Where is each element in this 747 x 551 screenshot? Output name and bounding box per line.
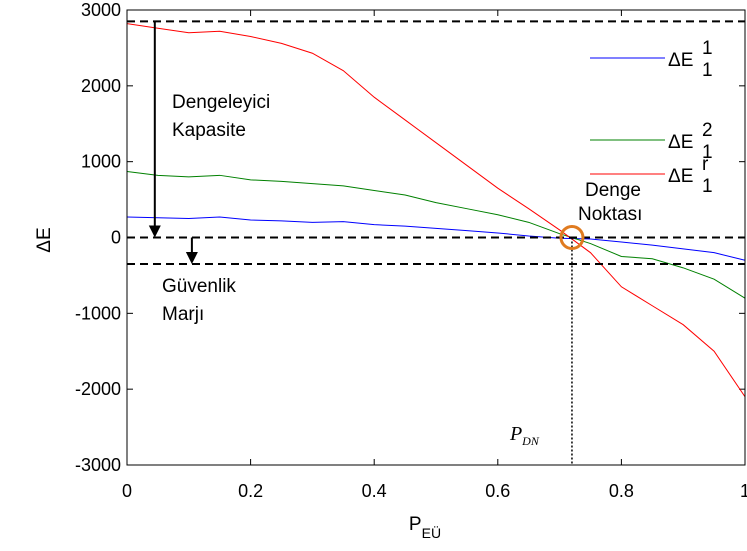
annotation: Marjı bbox=[162, 304, 204, 325]
legend-entry: ΔE bbox=[668, 50, 693, 71]
annotation: Güvenlik bbox=[162, 276, 236, 297]
legend-sup: 1 bbox=[702, 38, 713, 59]
legend-entry: ΔE bbox=[668, 166, 693, 187]
y-tick-label: 2000 bbox=[81, 76, 121, 96]
y-axis-label: ΔE bbox=[34, 227, 55, 252]
arrow-head bbox=[148, 225, 161, 238]
x-tick-label: 0.8 bbox=[609, 481, 634, 501]
legend-sub: 1 bbox=[702, 142, 713, 163]
x-tick-label: 0.6 bbox=[485, 481, 510, 501]
x-tick-label: 0.4 bbox=[362, 481, 387, 501]
y-tick-label: -1000 bbox=[75, 303, 121, 323]
legend-sub: 1 bbox=[702, 60, 713, 81]
arrow-head bbox=[185, 252, 198, 265]
x-tick-label: 1 bbox=[740, 481, 747, 501]
x-tick-label: 0.2 bbox=[238, 481, 263, 501]
series-line bbox=[126, 216, 746, 261]
legend-name: ΔE bbox=[668, 132, 693, 153]
series-line bbox=[126, 171, 746, 299]
legend-name: ΔE bbox=[668, 166, 693, 187]
y-tick-label: 3000 bbox=[81, 0, 121, 20]
y-tick-label: -3000 bbox=[75, 455, 121, 475]
annotation: Dengeleyici bbox=[172, 92, 270, 113]
x-axis-label: PEÜ bbox=[409, 514, 441, 541]
y-tick-label: 1000 bbox=[81, 152, 121, 172]
pdn-label: PDN bbox=[509, 423, 540, 448]
pdn-sub: DN bbox=[521, 434, 540, 448]
point-label: Denge bbox=[585, 180, 641, 201]
y-tick-label: -2000 bbox=[75, 379, 121, 399]
x-label-sub: EÜ bbox=[422, 524, 441, 541]
balance-point bbox=[559, 225, 585, 250]
legend-sub: 1 bbox=[702, 176, 713, 197]
plot-frame bbox=[126, 9, 746, 466]
point-label: Noktası bbox=[578, 204, 642, 225]
legend-sup: r bbox=[702, 154, 709, 175]
pdn-main: P bbox=[509, 423, 522, 445]
annotation: Kapasite bbox=[172, 120, 246, 141]
y-tick-label: 0 bbox=[111, 228, 121, 248]
legend-name: ΔE bbox=[668, 50, 693, 71]
series-line bbox=[126, 23, 746, 398]
legend-sup: 2 bbox=[702, 120, 713, 141]
x-label-main: P bbox=[409, 514, 422, 535]
legend-entry: ΔE bbox=[668, 132, 693, 153]
x-tick-label: 0 bbox=[122, 481, 132, 501]
